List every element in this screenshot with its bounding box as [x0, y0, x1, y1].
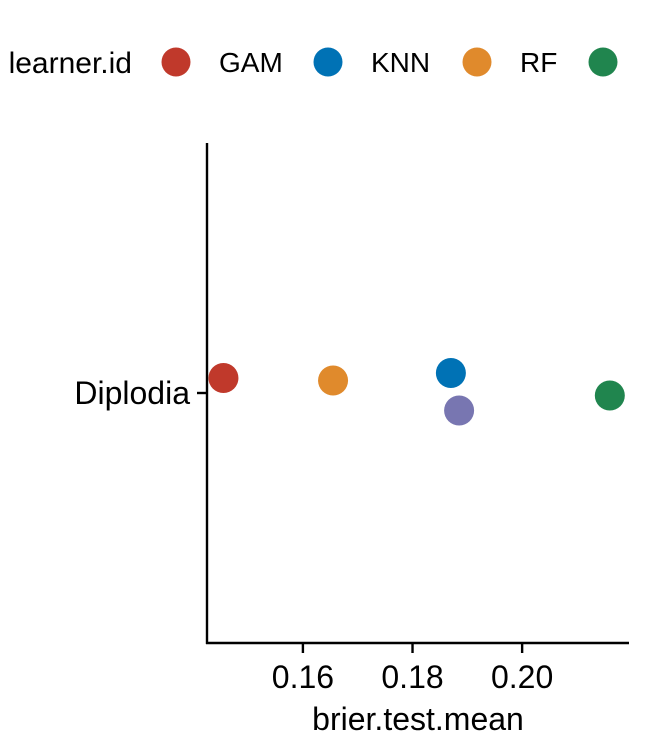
legend-title: learner.id — [9, 47, 132, 80]
x-tick-label: 0.16 — [272, 659, 334, 695]
legend-swatch — [161, 47, 191, 77]
legend-swatch — [462, 47, 492, 77]
data-point — [208, 363, 239, 393]
data-point — [594, 380, 625, 411]
x-tick-label: 0.20 — [491, 659, 553, 695]
legend-swatch — [588, 47, 618, 77]
data-point — [435, 358, 466, 388]
legend-entry: GAM — [161, 47, 283, 78]
legend-entry: RF — [462, 47, 557, 78]
legend-entry: KNN — [313, 47, 430, 78]
legend: learner.id GAM KNN RF — [9, 47, 618, 80]
data-point — [444, 395, 475, 426]
legend-swatch — [313, 47, 343, 77]
x-tick-label: 0.18 — [381, 659, 443, 695]
data-point — [318, 365, 349, 396]
legend-label: KNN — [371, 47, 430, 78]
legend-label: GAM — [219, 47, 283, 78]
plot-area: Diplodia 0.16 0.18 0.20 — [74, 143, 629, 695]
legend-label: RF — [520, 47, 557, 78]
y-tick-label: Diplodia — [74, 375, 190, 411]
x-axis-title: brier.test.mean — [312, 701, 524, 737]
legend-entry — [588, 47, 618, 77]
